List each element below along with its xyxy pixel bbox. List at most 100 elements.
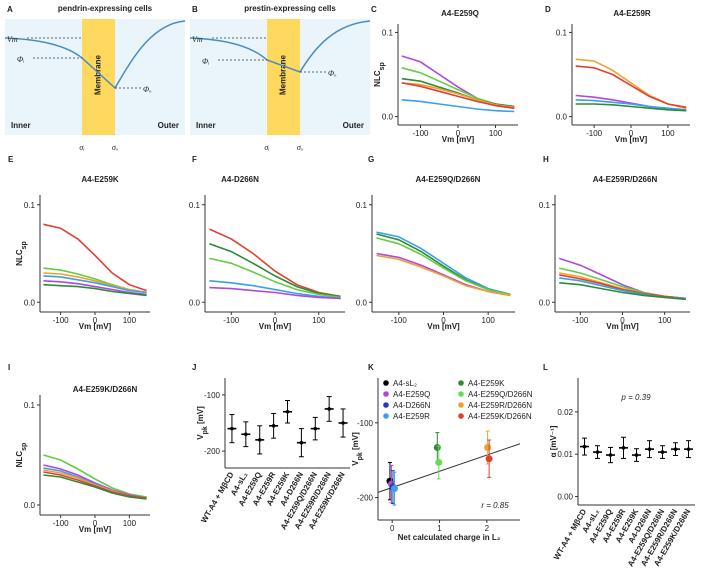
- legend-swatch: [383, 380, 389, 386]
- phi-o-label: Φₒ: [328, 69, 337, 78]
- y-axis-label-main: NLC: [15, 249, 24, 266]
- y-tick-label: 0.1: [24, 401, 36, 410]
- x-tick-label: 0: [441, 316, 446, 325]
- fit-curve: [43, 223, 147, 292]
- y-tick-label: -100: [204, 391, 221, 400]
- x-tick-label: WT-A4 + MβCD: [199, 470, 235, 524]
- legend-label: A4-E259Q: [393, 390, 430, 399]
- legend-label: A4-E259K/D266N: [468, 412, 532, 421]
- point: [390, 485, 398, 493]
- fit-curve: [559, 274, 686, 300]
- x-tick-label: 0: [629, 129, 634, 138]
- panel-letter: F: [192, 155, 197, 164]
- fit-curve: [43, 474, 147, 500]
- annotation: r = 0.85: [481, 501, 509, 510]
- y-tick-label: 0.0: [24, 298, 36, 307]
- mean-dot: [582, 444, 587, 449]
- y-axis-label-sub: sp: [379, 62, 386, 70]
- outer-label: Outer: [343, 121, 364, 130]
- x-tick-label: 100: [489, 129, 503, 138]
- panel-letter: A: [7, 5, 13, 14]
- sigma-i-label: σᵢ: [79, 143, 84, 152]
- legend-swatch: [458, 413, 464, 419]
- y-tick-label: 0.0: [382, 113, 394, 122]
- mean-dot: [230, 426, 234, 431]
- mean-dot: [299, 440, 304, 445]
- y-axis-label-main: α [mV⁻¹]: [549, 425, 558, 457]
- sigma-i-label: σᵢ: [264, 143, 269, 152]
- x-tick-label: 100: [123, 519, 137, 528]
- panel-letter: I: [8, 363, 10, 372]
- fit-curve: [559, 267, 686, 300]
- phi-i-label: Φᵢ: [202, 57, 209, 66]
- fit-curve: [401, 99, 515, 113]
- y-axis-label: NLCsp: [15, 241, 28, 266]
- annotation: p = 0.39: [620, 393, 651, 402]
- x-tick-label: 100: [658, 316, 672, 325]
- membrane-label: Membrane: [94, 54, 103, 95]
- sigma-o-label: σₒ: [297, 143, 304, 152]
- fit-curve: [209, 280, 341, 300]
- mean-dot: [673, 447, 678, 451]
- y-axis-label-main: NLC: [373, 70, 382, 87]
- x-tick-label: 0: [93, 519, 98, 528]
- x-tick-label: 0: [456, 129, 461, 138]
- chart-title: A4-D266N: [221, 175, 259, 184]
- y-tick-label: 0.1: [539, 201, 551, 210]
- fit-curve: [401, 55, 515, 109]
- mean-dot: [634, 453, 639, 457]
- y-axis-label-sub: pk: [202, 426, 209, 434]
- x-tick-label: -100: [412, 129, 429, 138]
- y-axis-label-unit: [mV]: [196, 406, 205, 426]
- x-axis-label: Vm [mV]: [259, 322, 292, 331]
- x-tick-label: 100: [312, 316, 326, 325]
- x-tick-label: 0: [93, 316, 98, 325]
- y-tick-label: 0.1: [556, 28, 568, 37]
- x-tick-label: 100: [123, 316, 137, 325]
- x-tick-label: 0: [273, 316, 278, 325]
- x-tick-label: 100: [482, 316, 496, 325]
- diagram-title: prestin-expressing cells: [244, 4, 336, 13]
- panel-letter: E: [8, 155, 14, 164]
- x-axis-label: Vm [mV]: [606, 322, 639, 331]
- vm-label: Vm: [192, 35, 203, 44]
- mean-dot: [271, 424, 276, 428]
- y-axis-label: NLCsp: [15, 443, 28, 468]
- panel-letter: B: [192, 5, 198, 14]
- fit-curve: [43, 272, 147, 294]
- fit-curve: [209, 286, 341, 300]
- fit-curve: [209, 228, 341, 298]
- y-axis-label: α [mV⁻¹]: [549, 425, 558, 457]
- legend-label: A4-sL₂: [393, 379, 417, 388]
- mean-dot: [327, 407, 331, 411]
- fit-curve: [43, 464, 147, 499]
- y-tick-label: 0.0: [556, 113, 568, 122]
- y-tick-label: 0.0: [539, 298, 551, 307]
- x-tick-label: -100: [53, 519, 70, 528]
- chart-title: A4-E259K: [81, 175, 119, 184]
- point: [485, 455, 493, 463]
- y-tick-label: -200: [357, 494, 374, 503]
- point: [484, 444, 492, 452]
- mean-dot: [595, 450, 600, 454]
- y-tick-label: 0.02: [557, 408, 573, 417]
- chart-title: A4-E259K/D266N: [73, 385, 138, 394]
- legend-swatch: [383, 391, 389, 397]
- panel-letter: H: [543, 155, 549, 164]
- diagram-title: pendrin-expressing cells: [58, 4, 153, 13]
- fit-curve: [376, 237, 511, 296]
- potential-curve: [189, 20, 371, 73]
- x-tick-label: 0: [620, 316, 625, 325]
- fit-curve: [376, 254, 511, 297]
- fit-curve: [376, 231, 511, 296]
- mean-dot: [257, 438, 262, 442]
- y-tick-label: 0.0: [189, 298, 201, 307]
- trendline: [377, 443, 521, 493]
- vm-label: Vm: [7, 35, 18, 44]
- legend-swatch: [458, 380, 464, 386]
- sigma-o-label: σₒ: [112, 143, 119, 152]
- panel-letter: K: [368, 363, 374, 372]
- fit-curve: [559, 282, 686, 301]
- legend-label: A4-E259Q/D266N: [468, 390, 533, 399]
